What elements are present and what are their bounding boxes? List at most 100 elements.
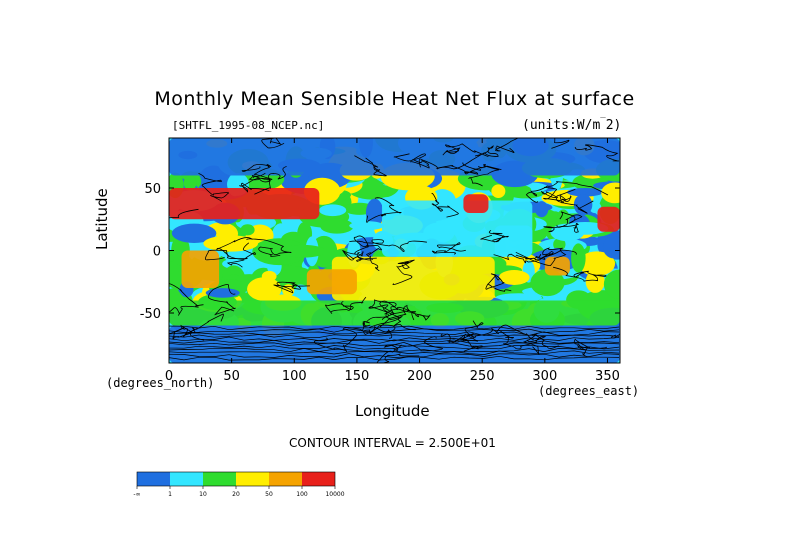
contour-line <box>480 229 509 243</box>
heatmap-cell <box>601 182 620 204</box>
contour-line <box>525 181 609 203</box>
contour-line <box>366 197 402 223</box>
contour-line <box>169 334 620 338</box>
contour-line <box>574 144 619 162</box>
heatmap-cell <box>319 204 347 217</box>
contour-line <box>169 336 620 342</box>
contour-line <box>540 188 594 214</box>
contour-line <box>169 350 620 355</box>
colorbar-swatch <box>302 472 335 486</box>
contour-line <box>392 259 415 286</box>
contour-line <box>239 177 271 195</box>
contour-line <box>365 245 382 272</box>
contour-line <box>495 138 519 153</box>
heatmap-region-8 <box>181 250 220 288</box>
contour-line <box>349 239 427 252</box>
contour-line <box>342 235 369 261</box>
contour-line <box>261 138 285 149</box>
contour-line <box>169 305 199 316</box>
contour-line <box>431 242 466 255</box>
y-tick-label: 0 <box>153 245 161 260</box>
colorbar-tick-label: 100 <box>296 491 308 498</box>
contour-line <box>383 336 443 352</box>
contour-line <box>556 211 583 228</box>
heatmap-cell <box>530 269 565 297</box>
heatmap-cell <box>247 277 282 301</box>
contour-line <box>208 284 236 316</box>
heatmap-cell <box>602 235 620 259</box>
heatmap-cell <box>279 244 327 258</box>
heatmap-region-10 <box>306 269 357 295</box>
contour-line <box>553 266 607 282</box>
contour-line <box>467 163 502 187</box>
colorbar-tick-label: 1 <box>168 491 172 498</box>
heatmap-cell <box>320 218 354 234</box>
heatmap-region-1 <box>169 300 620 326</box>
colorbar-swatch <box>170 472 203 486</box>
heatmap-cell <box>205 288 240 298</box>
x-unit-label: (degrees_east) <box>538 384 640 398</box>
colorbar-tick-label: -∞ <box>133 491 140 498</box>
contour-line <box>169 342 620 347</box>
contour-line <box>362 312 391 328</box>
x-tick-label: 200 <box>407 369 432 384</box>
contour-line <box>354 155 387 177</box>
contour-line <box>249 166 287 183</box>
heatmap-cell <box>603 269 620 299</box>
heatmap-region-2 <box>331 256 495 301</box>
heatmap-region-6 <box>463 194 489 213</box>
contour-line <box>369 304 411 328</box>
contour-interval-label: CONTOUR INTERVAL = 2.500E+01 <box>289 436 496 450</box>
contour-line <box>418 158 481 175</box>
contour-line <box>273 281 310 294</box>
heatmap-cell <box>252 238 307 266</box>
contour-line <box>198 173 229 202</box>
colorbar-tick-label: 10000 <box>325 491 344 498</box>
heatmap-cell <box>171 223 217 243</box>
heatmap-cell <box>578 251 616 277</box>
heatmap-cell <box>498 270 530 285</box>
heatmap-cell <box>365 198 384 228</box>
heatmap-cell <box>183 175 197 191</box>
contour-line <box>169 344 620 350</box>
contour-line <box>543 186 572 204</box>
contour-line <box>393 153 430 169</box>
colorbar-tick-label: 20 <box>232 491 240 498</box>
contour-line <box>440 333 483 352</box>
heatmap-cell <box>491 184 506 199</box>
contour-line <box>499 329 547 350</box>
heatmap-cell <box>495 293 543 303</box>
contour-line <box>169 339 620 345</box>
contour-line <box>169 327 205 341</box>
heatmap-region-4 <box>494 225 533 257</box>
contour-line <box>442 143 489 157</box>
contour-line <box>169 353 620 358</box>
colorbar-swatch <box>203 472 236 486</box>
x-axis-label: Longitude <box>355 402 430 420</box>
colorbar-swatch <box>236 472 269 486</box>
contour-line <box>169 283 204 307</box>
contour-line <box>169 328 620 334</box>
heatmap-cell <box>573 194 593 216</box>
y-tick-label: 50 <box>144 182 161 197</box>
contour-line <box>169 208 199 219</box>
contour-line <box>493 249 577 264</box>
file-label: [SHTFL_1995-08_NCEP.nc] <box>172 119 325 132</box>
contour-line <box>169 325 620 331</box>
heatmap-region-7 <box>597 206 620 232</box>
x-tick-label: 0 <box>165 369 173 384</box>
x-tick-label: 150 <box>345 369 370 384</box>
contour-line <box>205 242 256 261</box>
units-label: (units:W/m‾2) <box>522 117 622 133</box>
colorbar-swatch <box>269 472 302 486</box>
heatmap-cell <box>585 270 605 293</box>
colorbar-tick-label: 50 <box>265 491 273 498</box>
x-tick-label: 100 <box>282 369 307 384</box>
chart-title: Monthly Mean Sensible Heat Net Flux at s… <box>154 88 635 110</box>
x-tick-label: 300 <box>532 369 557 384</box>
heatmap-cell <box>571 243 586 273</box>
contour-line <box>246 238 292 257</box>
y-tick-label: -50 <box>140 307 161 322</box>
heatmap-region-5 <box>169 188 320 220</box>
